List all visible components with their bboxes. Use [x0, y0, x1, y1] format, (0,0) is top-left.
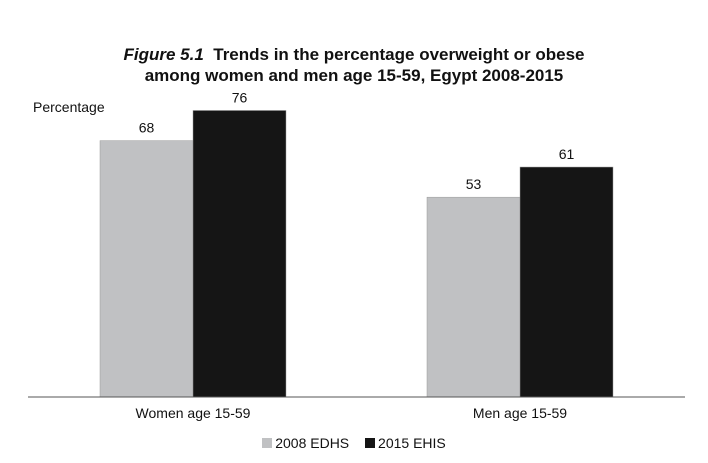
bar-2015-0 [192, 110, 287, 398]
chart-title: Figure 5.1 Trends in the percentage over… [0, 44, 708, 86]
data-label-2015-0: 76 [232, 89, 248, 105]
legend-item-2015: 2015 EHIS [365, 435, 446, 451]
y-axis-label: Percentage [33, 99, 105, 115]
bar-2008-1 [426, 196, 521, 398]
legend-label-2008: 2008 EDHS [275, 435, 350, 451]
chart-title-line1: Figure 5.1 Trends in the percentage over… [0, 44, 708, 65]
x-tick-label-0: Women age 15-59 [136, 405, 251, 421]
x-tick-label-1: Men age 15-59 [473, 405, 567, 421]
data-label-2008-1: 53 [466, 176, 482, 192]
data-label-2008-0: 68 [139, 120, 155, 136]
bar-2015-1 [519, 166, 614, 398]
title-text-line1: Trends in the percentage overweight or o… [213, 45, 585, 64]
legend-swatch-2015 [365, 438, 376, 448]
legend-swatch-2008 [262, 438, 273, 448]
legend-label-2015: 2015 EHIS [378, 435, 446, 451]
legend: 2008 EDHS 2015 EHIS [0, 435, 708, 451]
figure-label: Figure 5.1 [123, 45, 204, 64]
data-label-2015-1: 61 [559, 146, 575, 162]
legend-item-2008: 2008 EDHS [262, 435, 349, 451]
bar-2008-0 [99, 140, 194, 398]
chart-title-line2: among women and men age 15-59, Egypt 200… [144, 66, 564, 85]
